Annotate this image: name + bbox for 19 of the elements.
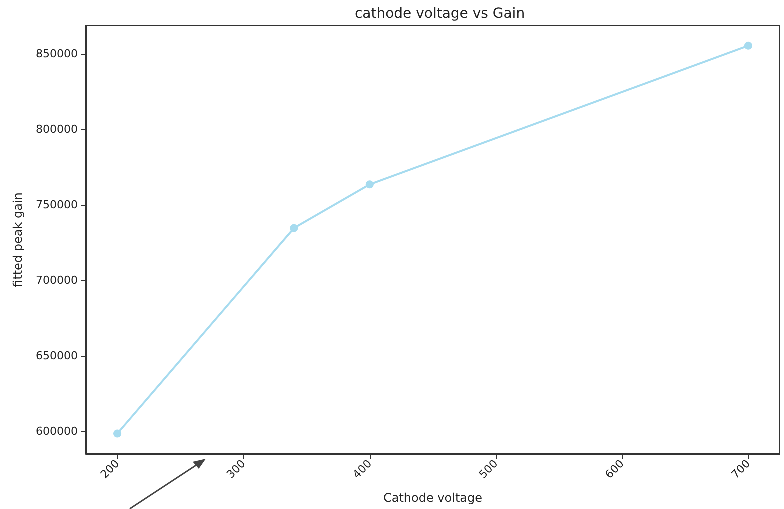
x-tick-label: 700 (729, 457, 754, 482)
y-tick-label: 700000 (36, 274, 78, 287)
x-axis-title: Cathode voltage (383, 491, 483, 505)
chart-title: cathode voltage vs Gain (354, 6, 526, 22)
y-tick-label: 650000 (36, 349, 78, 362)
point (366, 180, 374, 189)
y-tick-label: 600000 (36, 424, 78, 438)
x-tick-label: 400 (350, 457, 375, 482)
point (744, 42, 752, 50)
y-tick-label: 850000 (36, 47, 78, 60)
x-tick-label: 500 (476, 457, 501, 482)
y-axis-title: fitted peak gain (11, 192, 25, 288)
y-tick-label: 750000 (36, 198, 78, 212)
point (290, 224, 298, 232)
y-tick-label: 800000 (36, 122, 78, 136)
x-tick-label: 200 (98, 457, 122, 482)
x-tick-label: 300 (224, 457, 248, 482)
x-tick-label: 600 (602, 457, 627, 482)
point (114, 430, 122, 438)
